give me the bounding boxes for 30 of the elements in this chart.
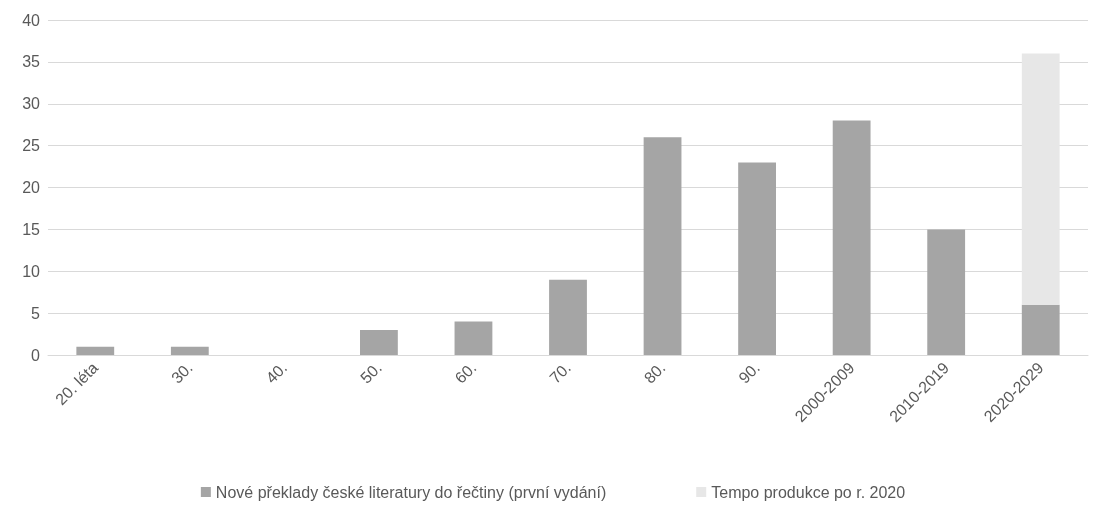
x-tick-label: 50. — [357, 358, 385, 387]
bar — [927, 229, 966, 355]
bar — [643, 137, 682, 355]
y-tick-label: 40 — [22, 11, 41, 29]
y-tick-label: 20 — [22, 179, 41, 196]
y-tick-label: 35 — [22, 53, 41, 71]
x-tick-label: 90. — [735, 358, 764, 387]
y-tick-label: 0 — [31, 346, 41, 364]
x-tick-label: 80. — [640, 358, 669, 387]
x-tick-label: 20. léta — [52, 358, 102, 409]
y-tick-label: 15 — [22, 220, 41, 238]
bar — [1021, 304, 1060, 355]
x-tick-label: 30. — [168, 358, 196, 387]
x-tick-label: 40. — [262, 358, 291, 387]
bar — [170, 346, 209, 355]
x-tick-label: 70. — [546, 358, 575, 387]
legend-label: Tempo produkce po r. 2020 — [711, 483, 906, 501]
bar — [76, 346, 115, 355]
legend-label: Nové překlady české literatury do řečtiny (první vydání) — [215, 483, 607, 501]
x-tick-label: 60. — [451, 358, 480, 387]
y-tick-label: 10 — [22, 262, 41, 280]
bar — [360, 329, 398, 355]
y-tick-label: 5 — [31, 304, 41, 322]
bar — [832, 120, 871, 355]
bar — [1021, 53, 1060, 305]
bar — [738, 162, 776, 355]
y-tick-label: 25 — [22, 137, 41, 155]
bar — [454, 321, 493, 355]
y-tick-label: 30 — [22, 95, 41, 113]
bar — [549, 279, 587, 355]
